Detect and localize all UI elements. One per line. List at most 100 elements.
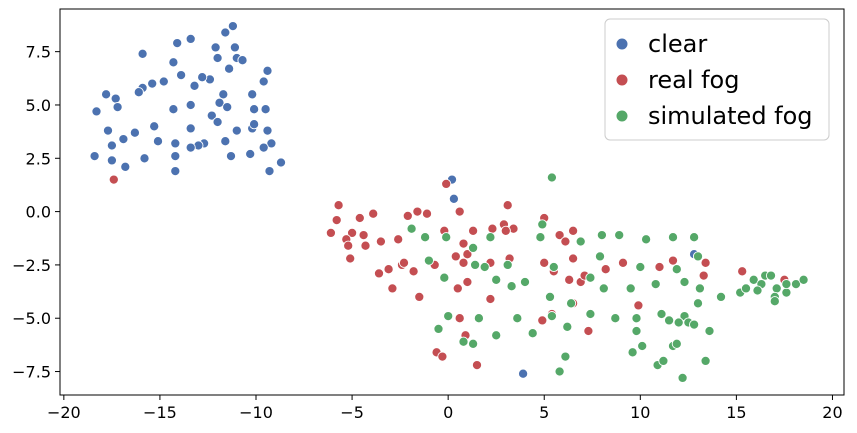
data-point <box>765 270 777 281</box>
data-point <box>631 313 642 324</box>
data-point <box>249 119 260 130</box>
data-point <box>423 255 434 266</box>
data-point <box>527 328 538 339</box>
data-point <box>420 232 431 243</box>
data-point <box>554 366 565 377</box>
data-point <box>671 264 682 275</box>
data-point <box>91 106 102 117</box>
data-point <box>258 76 269 87</box>
data-point <box>740 283 752 294</box>
data-point <box>331 215 342 226</box>
x-tick-label: −15 <box>143 403 177 422</box>
data-point <box>168 104 179 115</box>
y-tick-label: 5.0 <box>26 96 51 115</box>
data-point <box>448 193 459 204</box>
data-point <box>689 319 700 330</box>
data-point <box>387 283 398 294</box>
data-point <box>437 351 448 362</box>
data-point <box>368 208 379 219</box>
data-point <box>225 151 237 162</box>
data-point <box>245 148 256 160</box>
data-point <box>627 347 638 358</box>
data-point <box>585 308 596 320</box>
data-point <box>600 264 611 275</box>
y-tick-label: 2.5 <box>26 149 51 168</box>
data-point <box>158 76 169 87</box>
data-point <box>470 259 481 270</box>
data-point <box>212 52 223 64</box>
data-point <box>537 315 548 326</box>
data-point <box>692 298 704 309</box>
data-point <box>548 261 559 273</box>
data-point <box>656 308 667 320</box>
data-point <box>441 178 452 189</box>
data-point <box>658 355 669 366</box>
data-point <box>458 257 469 268</box>
data-point <box>673 317 684 328</box>
data-point <box>258 142 269 153</box>
data-point <box>667 232 679 243</box>
data-point <box>360 240 371 251</box>
data-point <box>373 268 385 279</box>
data-point <box>637 340 648 352</box>
data-point <box>185 99 196 111</box>
legend-entry: clear <box>615 30 707 58</box>
data-point <box>133 87 144 98</box>
data-point <box>229 42 240 53</box>
data-point <box>218 89 229 100</box>
data-point <box>421 208 433 219</box>
data-point <box>441 232 452 243</box>
data-point <box>485 293 496 305</box>
data-point <box>671 338 682 349</box>
data-point <box>139 153 150 164</box>
data-point <box>170 138 181 149</box>
data-point <box>262 125 273 136</box>
data-point <box>667 255 679 266</box>
data-point <box>491 274 502 285</box>
data-point <box>798 274 809 285</box>
data-point <box>333 200 344 211</box>
data-point <box>406 223 417 234</box>
data-point <box>275 157 287 168</box>
data-point <box>89 151 100 162</box>
data-point <box>698 270 709 281</box>
legend-label: clear <box>648 30 707 58</box>
data-point <box>227 21 238 32</box>
data-point <box>185 33 196 44</box>
data-point <box>439 272 450 283</box>
data-point <box>633 300 644 311</box>
data-point <box>189 80 200 91</box>
data-point <box>700 257 711 268</box>
data-point <box>544 291 556 302</box>
data-point <box>454 206 465 217</box>
data-point <box>375 236 386 247</box>
data-point <box>689 232 700 243</box>
legend-marker <box>615 37 629 51</box>
data-point <box>220 27 231 38</box>
x-tick-label: 5 <box>539 403 549 422</box>
data-point <box>610 313 621 324</box>
data-point <box>197 72 208 83</box>
data-point <box>325 227 336 238</box>
x-tick-label: 15 <box>726 403 746 422</box>
axes-layer: −20 −15 −10 −5 0 5 10 15 20 −7.5 −5.0 −2.5 0.0 2.5 5.0… <box>12 43 843 422</box>
data-point <box>748 274 759 285</box>
y-tick-label: 7.5 <box>26 43 51 62</box>
data-point <box>402 210 413 221</box>
data-point <box>485 232 496 243</box>
data-point <box>220 136 231 147</box>
data-point <box>414 291 425 302</box>
plot-frame <box>59 8 845 396</box>
data-point <box>487 223 498 234</box>
data-point <box>781 279 792 290</box>
data-point <box>694 283 705 294</box>
data-point <box>519 276 531 288</box>
x-tick-label: −20 <box>47 403 81 422</box>
data-point <box>354 212 365 224</box>
data-point <box>147 78 158 89</box>
data-point <box>471 360 483 371</box>
x-tick-label: 0 <box>443 403 453 422</box>
data-point <box>614 230 625 241</box>
data-point <box>101 89 112 100</box>
